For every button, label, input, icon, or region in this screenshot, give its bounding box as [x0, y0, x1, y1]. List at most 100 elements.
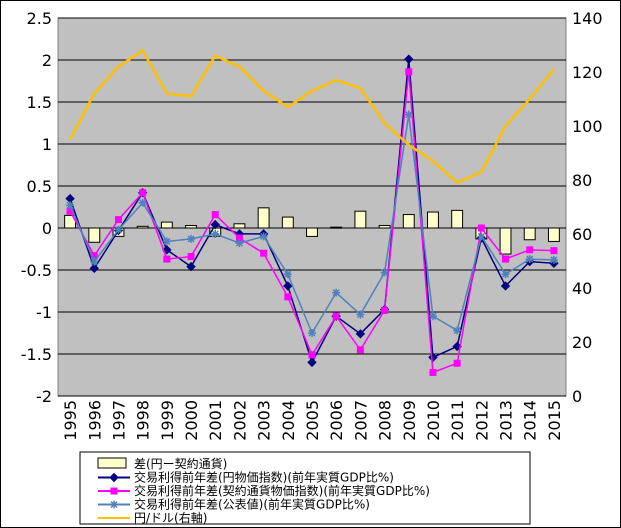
left-tick-label: -0.5 [21, 261, 52, 280]
point-marker [381, 306, 389, 314]
left-tick-label: 1.5 [27, 93, 52, 112]
point-marker [109, 472, 119, 483]
x-tick-label: 2009 [400, 400, 419, 441]
right-tick-label: 40 [572, 279, 592, 298]
marker-stroke [284, 270, 292, 278]
line-series-group [65, 48, 559, 376]
point-marker [211, 229, 220, 238]
marker-stroke [211, 230, 219, 238]
point-marker [90, 252, 98, 260]
line-series-2 [66, 110, 558, 337]
right-tick-label: 0 [572, 387, 582, 406]
point-marker [500, 281, 511, 291]
point-marker [356, 310, 365, 319]
point-marker [502, 255, 510, 263]
point-marker [259, 232, 268, 241]
bar [160, 221, 173, 229]
point-marker [429, 368, 437, 376]
bar [257, 207, 270, 229]
left-tick-label: 2.5 [27, 9, 52, 28]
point-marker [211, 211, 219, 219]
right-tick-label: 120 [572, 63, 603, 82]
marker-stroke [381, 268, 389, 277]
point-marker [477, 232, 486, 241]
bar [523, 227, 536, 241]
right-tick-label: 100 [572, 117, 603, 136]
point-marker [162, 237, 171, 246]
legend: 差(円ー契約通貨)交易利得前年差(円物価指数)(前年実質GDP比%)交易利得前年… [79, 451, 531, 525]
point-marker [89, 263, 99, 274]
x-tick-label: 2004 [279, 400, 298, 441]
point-marker [356, 346, 364, 354]
marker-stroke [477, 232, 485, 240]
bar [233, 223, 246, 229]
x-tick-label: 1999 [158, 400, 177, 441]
x-tick-label: 2000 [182, 400, 201, 441]
series-line [68, 48, 555, 185]
legend-label: 差(円ー契約通貨) [134, 456, 227, 471]
point-marker [355, 329, 366, 339]
marker-stroke [187, 235, 195, 243]
x-tick-label: 1997 [109, 400, 128, 441]
bar [451, 209, 464, 229]
point-marker [404, 110, 413, 119]
marker-stroke [453, 326, 461, 335]
bar [547, 227, 560, 242]
marker-stroke [139, 199, 147, 207]
bar [281, 216, 294, 229]
point-marker [405, 68, 413, 76]
point-marker [428, 312, 437, 321]
point-marker [138, 198, 147, 207]
point-marker [453, 359, 461, 367]
point-marker [90, 257, 99, 266]
x-tick-label: 2001 [206, 400, 225, 441]
left-tick-label: 0 [42, 219, 52, 238]
left-tick-label: 0.5 [27, 177, 52, 196]
left-tick-label: -1.5 [21, 345, 52, 364]
bar [88, 227, 101, 243]
point-marker [66, 207, 74, 215]
point-marker [477, 224, 485, 232]
point-marker [210, 219, 220, 230]
x-tick-label: 2006 [327, 400, 346, 441]
legend-label: 交易利得前年差(契約通貨物価指数)(前年実質GDP比%) [134, 483, 430, 498]
x-tick-label: 1998 [134, 400, 153, 441]
legend-swatch [97, 457, 127, 469]
marker-stroke [308, 329, 316, 337]
left-tick-label: -2 [36, 387, 52, 406]
bar [354, 210, 367, 229]
x-tick-label: 2011 [448, 400, 467, 441]
marker-stroke [526, 255, 534, 263]
point-marker [187, 234, 196, 243]
point-marker [308, 351, 316, 359]
marker-stroke [429, 312, 437, 320]
x-axis-ticks: 1995 1996 1997 1998 1999 2000 2001 2002 2003 2004… [61, 400, 564, 441]
point-marker [114, 225, 123, 234]
marker-stroke [332, 289, 340, 297]
marker-stroke [356, 310, 364, 319]
point-marker [453, 326, 462, 335]
marker-stroke [90, 258, 98, 266]
point-marker [284, 293, 292, 301]
point-marker [283, 281, 293, 291]
point-marker [163, 255, 171, 263]
point-marker [110, 500, 118, 509]
x-tick-label: 2010 [424, 400, 443, 441]
point-marker [110, 487, 118, 495]
marker-stroke [235, 239, 243, 247]
legend-label: 交易利得前年差(公表値)(前年実質GDP比%) [134, 497, 370, 512]
x-tick-label: 1995 [61, 400, 80, 441]
legend-label: 交易利得前年差(円物価指数)(前年実質GDP比%) [134, 470, 394, 485]
point-marker [235, 234, 243, 242]
legend-box [79, 451, 531, 525]
marker-stroke [110, 500, 118, 509]
x-tick-label: 2007 [351, 400, 370, 441]
right-axis-ticks: 0 20 40 60 80 100 120 140 [572, 9, 603, 406]
point-marker [235, 239, 244, 248]
point-marker [525, 255, 534, 264]
marker-stroke [114, 226, 123, 234]
left-axis-ticks: -2 -1.5 -1 -0.5 0 0.5 1 1.5 2 2.5 [21, 9, 52, 406]
x-tick-label: 2012 [472, 400, 491, 441]
left-tick-label: 1 [42, 135, 52, 154]
